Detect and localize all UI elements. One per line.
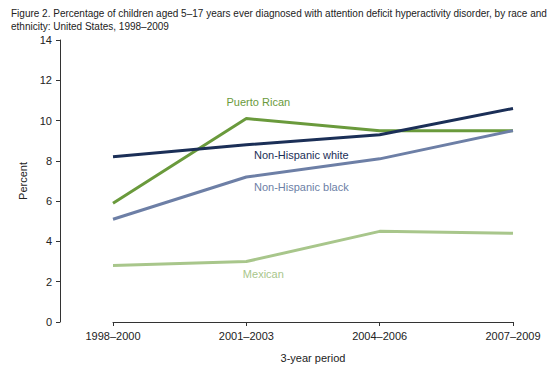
svg-text:2007–2009: 2007–2009	[485, 330, 540, 342]
svg-text:14: 14	[40, 34, 52, 46]
svg-text:1998–2000: 1998–2000	[85, 330, 140, 342]
svg-text:Puerto Rican: Puerto Rican	[227, 96, 291, 108]
svg-text:4: 4	[46, 235, 52, 247]
svg-text:Non-Hispanic black: Non-Hispanic black	[254, 181, 349, 193]
svg-text:0: 0	[46, 316, 52, 328]
svg-text:Non-Hispanic white: Non-Hispanic white	[254, 149, 349, 161]
svg-text:6: 6	[46, 195, 52, 207]
svg-text:ethnicity: United States, 1998: ethnicity: United States, 1998–2009	[11, 21, 169, 32]
svg-text:Mexican: Mexican	[243, 268, 284, 280]
svg-text:3-year period: 3-year period	[281, 352, 346, 364]
svg-text:2004–2006: 2004–2006	[352, 330, 407, 342]
svg-text:2001–2003: 2001–2003	[219, 330, 274, 342]
svg-text:Figure 2. Percentage of childr: Figure 2. Percentage of children aged 5–…	[11, 8, 550, 19]
svg-text:2: 2	[46, 276, 52, 288]
svg-text:Percent: Percent	[17, 162, 29, 200]
svg-text:10: 10	[40, 115, 52, 127]
svg-text:12: 12	[40, 74, 52, 86]
svg-text:8: 8	[46, 155, 52, 167]
